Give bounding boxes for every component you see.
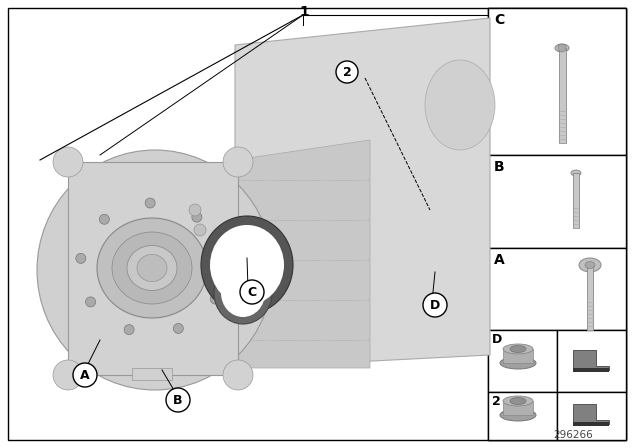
Circle shape: [145, 198, 155, 208]
Text: 2: 2: [492, 395, 500, 408]
Ellipse shape: [97, 218, 207, 318]
Text: B: B: [173, 393, 183, 406]
Bar: [488, 155, 626, 248]
Circle shape: [189, 204, 201, 216]
Bar: [573, 422, 609, 426]
Polygon shape: [235, 140, 370, 368]
Text: C: C: [248, 285, 257, 298]
Circle shape: [194, 224, 206, 236]
Ellipse shape: [425, 60, 495, 150]
Bar: [503, 401, 533, 415]
Circle shape: [240, 280, 264, 304]
Bar: [132, 368, 172, 380]
Ellipse shape: [137, 254, 167, 281]
Circle shape: [99, 214, 109, 224]
Circle shape: [218, 250, 228, 260]
Circle shape: [86, 297, 95, 307]
Ellipse shape: [510, 397, 526, 405]
Circle shape: [336, 61, 358, 83]
Circle shape: [173, 323, 183, 333]
Ellipse shape: [127, 246, 177, 290]
Ellipse shape: [555, 44, 569, 52]
Text: A: A: [80, 369, 90, 382]
Bar: [557, 330, 626, 392]
Text: 296266: 296266: [553, 430, 593, 440]
Text: D: D: [492, 333, 502, 346]
Bar: [587, 265, 593, 330]
Ellipse shape: [510, 345, 526, 353]
Text: C: C: [494, 13, 504, 27]
Bar: [488, 330, 557, 392]
Ellipse shape: [223, 147, 253, 177]
Bar: [503, 349, 533, 363]
Text: 1: 1: [299, 5, 309, 19]
Bar: [488, 248, 626, 330]
Ellipse shape: [201, 216, 293, 314]
Circle shape: [192, 212, 202, 222]
Ellipse shape: [210, 225, 284, 305]
Ellipse shape: [585, 262, 595, 268]
Circle shape: [73, 363, 97, 387]
Text: B: B: [494, 160, 504, 174]
Bar: [573, 173, 579, 228]
Circle shape: [211, 294, 220, 304]
Bar: [488, 392, 557, 440]
Text: A: A: [494, 253, 505, 267]
Bar: [557, 392, 626, 440]
Bar: [573, 368, 609, 372]
Ellipse shape: [500, 357, 536, 369]
Ellipse shape: [500, 409, 536, 421]
Ellipse shape: [53, 147, 83, 177]
Ellipse shape: [53, 360, 83, 390]
Text: 2: 2: [342, 65, 351, 78]
Circle shape: [124, 325, 134, 335]
Circle shape: [166, 388, 190, 412]
Bar: [488, 8, 626, 440]
Circle shape: [423, 293, 447, 317]
Polygon shape: [573, 350, 609, 370]
Polygon shape: [68, 162, 238, 375]
Text: D: D: [430, 298, 440, 311]
Bar: [559, 48, 566, 143]
Bar: [488, 8, 626, 155]
Ellipse shape: [503, 396, 533, 406]
Ellipse shape: [571, 170, 581, 176]
Ellipse shape: [503, 344, 533, 354]
Ellipse shape: [579, 258, 601, 272]
Ellipse shape: [37, 150, 273, 390]
Polygon shape: [235, 18, 490, 368]
Ellipse shape: [214, 262, 272, 324]
Circle shape: [76, 254, 86, 263]
Ellipse shape: [221, 269, 265, 317]
Ellipse shape: [112, 232, 192, 304]
Polygon shape: [573, 404, 609, 424]
Circle shape: [558, 44, 566, 52]
Ellipse shape: [223, 360, 253, 390]
